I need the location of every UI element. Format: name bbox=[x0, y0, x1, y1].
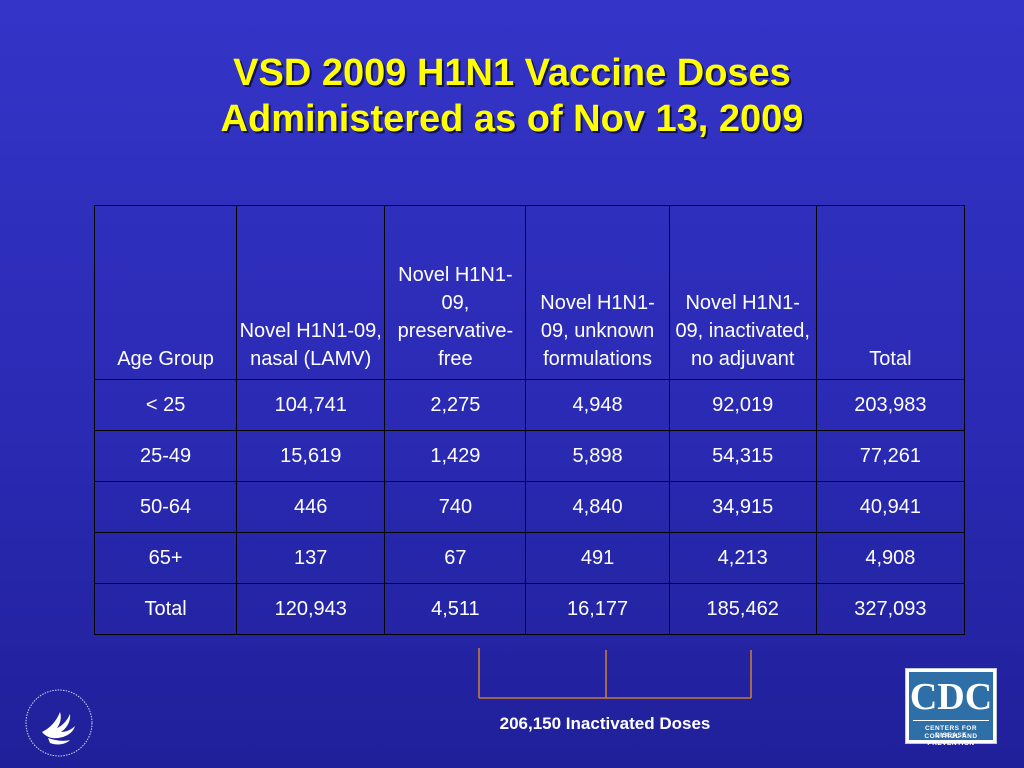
inactivated-doses-label: 206,150 Inactivated Doses bbox=[499, 714, 711, 733]
table-cell: 65+ bbox=[93, 532, 238, 584]
table-cell: 16,177 bbox=[525, 583, 670, 635]
table-cell: 120,943 bbox=[236, 583, 386, 635]
table-cell: Total bbox=[93, 583, 238, 635]
table-cell: 67 bbox=[384, 532, 527, 584]
title-line-2: Administered as of Nov 13, 2009 bbox=[220, 98, 804, 140]
table-cell: 77,261 bbox=[815, 430, 966, 482]
table-row: 25-49 15,619 1,429 5,898 54,315 77,261 bbox=[93, 430, 966, 482]
table-cell: 54,315 bbox=[668, 430, 817, 482]
table-cell: 4,948 bbox=[525, 379, 670, 431]
table-cell: 4,908 bbox=[815, 532, 966, 584]
doses-table: Age Group Novel H1N1-09, nasal (LAMV) No… bbox=[93, 205, 966, 635]
hhs-eagle-seal-icon bbox=[25, 689, 93, 757]
table-cell: 203,983 bbox=[815, 379, 966, 431]
cdc-logo: CDC CENTERS FOR DISEASE CONTROL AND PREV… bbox=[905, 668, 997, 747]
table-cell: 4,213 bbox=[668, 532, 817, 584]
table-cell: 740 bbox=[384, 481, 527, 533]
header-unknown-formulations: Novel H1N1-09, unknown formulations bbox=[525, 205, 670, 380]
table-cell: 137 bbox=[236, 532, 386, 584]
table-cell: 1,429 bbox=[384, 430, 527, 482]
table-cell: 5,898 bbox=[525, 430, 670, 482]
table-row-total: Total 120,943 4,511 16,177 185,462 327,0… bbox=[93, 583, 966, 635]
header-inactivated-no-adjuvant: Novel H1N1-09, inactivated, no adjuvant bbox=[668, 205, 817, 380]
table-cell: 104,741 bbox=[236, 379, 386, 431]
header-age-group: Age Group bbox=[93, 205, 238, 380]
table-cell: 25-49 bbox=[93, 430, 238, 482]
cdc-subtitle-line-1: CENTERS FOR DISEASE bbox=[924, 725, 978, 739]
table-cell: 327,093 bbox=[815, 583, 966, 635]
table-cell: 4,511 bbox=[384, 583, 527, 635]
table-cell: 50-64 bbox=[93, 481, 238, 533]
table-row: 65+ 137 67 491 4,213 4,908 bbox=[93, 532, 966, 584]
table-cell: 40,941 bbox=[815, 481, 966, 533]
slide-title: VSD 2009 H1N1 Vaccine Doses Administered… bbox=[0, 50, 1024, 142]
table-cell: 92,019 bbox=[668, 379, 817, 431]
cdc-wordmark: CDC bbox=[909, 676, 993, 718]
table-cell: 34,915 bbox=[668, 481, 817, 533]
table-row: 50-64 446 740 4,840 34,915 40,941 bbox=[93, 481, 966, 533]
cdc-subtitle-line-2: CONTROL AND PREVENTION bbox=[924, 733, 978, 747]
table-row: < 25 104,741 2,275 4,948 92,019 203,983 bbox=[93, 379, 966, 431]
header-total: Total bbox=[815, 205, 966, 380]
table-header-row: Age Group Novel H1N1-09, nasal (LAMV) No… bbox=[93, 205, 966, 380]
header-preservative-free: Novel H1N1-09, preservative-free bbox=[384, 205, 527, 380]
table-cell: 185,462 bbox=[668, 583, 817, 635]
title-line-1: VSD 2009 H1N1 Vaccine Doses bbox=[233, 52, 791, 94]
